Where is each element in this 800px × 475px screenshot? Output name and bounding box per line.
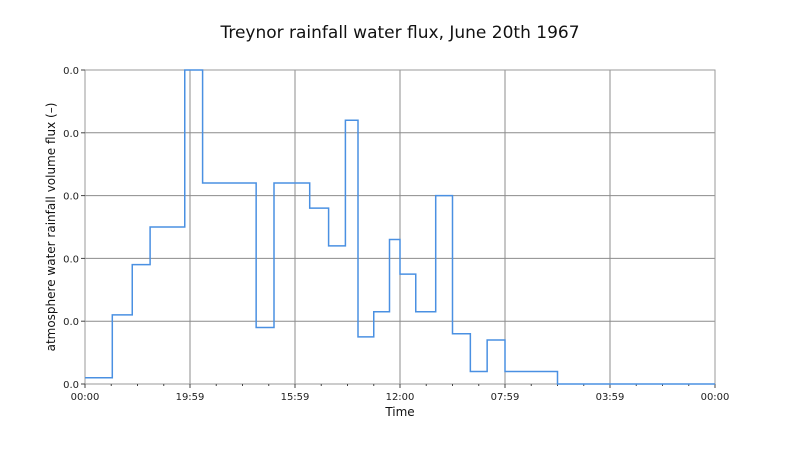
series-line — [85, 69, 715, 385]
series-group — [85, 69, 715, 385]
x-tick-label: 07:59 — [491, 392, 520, 403]
x-tick-label: 00:00 — [71, 392, 100, 403]
y-axis-title: atmosphere water rainfall volume flux (–… — [44, 103, 58, 352]
y-tick-label: 0.0 — [63, 129, 79, 140]
x-tick-label: 03:59 — [596, 392, 625, 403]
y-tick-label: 0.0 — [63, 192, 79, 203]
x-tick-label: 19:59 — [176, 392, 205, 403]
chart-title: Treynor rainfall water flux, June 20th 1… — [219, 23, 579, 43]
x-tick-label: 15:59 — [281, 392, 310, 403]
y-tick-label: 0.0 — [63, 317, 79, 328]
y-tick-label: 0.0 — [63, 380, 79, 391]
x-tick-label: 00:00 — [701, 392, 730, 403]
y-tick-label: 0.0 — [63, 66, 79, 77]
x-tick-label: 12:00 — [386, 392, 415, 403]
y-tick-label: 0.0 — [63, 254, 79, 265]
x-axis-title: Time — [384, 405, 414, 419]
axis-ticks: 00:00 19:59 15:59 12:00 07:59 03:59 00:000.00.… — [63, 66, 729, 403]
